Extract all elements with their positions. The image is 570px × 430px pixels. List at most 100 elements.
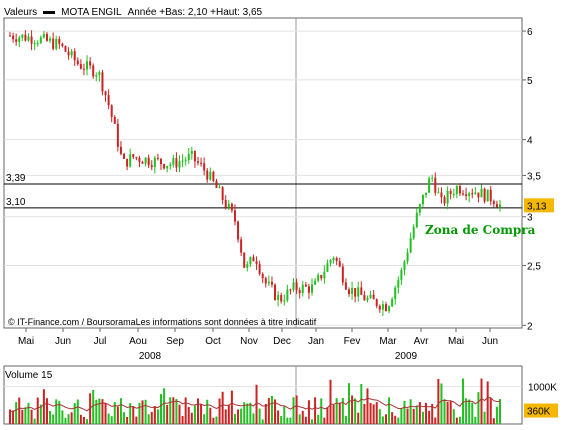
- candle-body: [471, 193, 474, 195]
- volume-bar: [187, 406, 190, 424]
- candle-body: [147, 157, 150, 166]
- candle-body: [344, 282, 347, 290]
- last-price-badge: 3,13: [524, 198, 554, 213]
- volume-bar: [138, 402, 141, 424]
- candle-body: [258, 264, 261, 274]
- volume-bar: [332, 404, 335, 424]
- volume-bar: [378, 409, 381, 424]
- time-axis: Mai Jun Jul Aou Sep Oct Nov Dec Jan Fev Mar Avr Mai J…: [18, 328, 498, 362]
- volume-bar: [320, 398, 323, 424]
- price-tick-label: 3: [527, 213, 533, 224]
- volume-bar: [366, 388, 369, 424]
- volume-bar: [141, 400, 144, 424]
- volume-bar: [286, 417, 289, 424]
- volume-bar: [237, 409, 240, 424]
- candle-body: [492, 201, 495, 205]
- volume-bar: [240, 408, 243, 424]
- copyright-notice: © IT-Finance.com / BoursoramaLes informa…: [8, 317, 317, 327]
- volume-bar: [178, 404, 181, 424]
- month-label: Mai: [18, 336, 34, 347]
- month-label: Jun: [55, 336, 71, 347]
- volume-bar: [443, 399, 446, 424]
- candle-body: [477, 192, 480, 198]
- volume-bar: [227, 404, 230, 424]
- volume-bar: [95, 399, 98, 424]
- candle-body: [30, 36, 33, 44]
- candle-body: [203, 163, 206, 171]
- volume-bar: [129, 403, 132, 424]
- volume-bar: [27, 402, 30, 424]
- candle-body: [437, 192, 440, 194]
- volume-bar: [190, 412, 193, 424]
- volume-bar: [354, 398, 357, 424]
- volume-bar: [218, 398, 221, 424]
- volume-bar: [388, 397, 391, 424]
- volume-bar: [135, 416, 138, 424]
- volume-last-label: 360K: [527, 407, 551, 418]
- candle-body: [347, 289, 350, 294]
- candle-body: [326, 263, 329, 272]
- volume-bar: [483, 411, 486, 424]
- candle-body: [184, 160, 187, 162]
- candle-body: [55, 38, 58, 49]
- reference-line-label: 3,10: [6, 197, 26, 208]
- volume-bar: [400, 408, 403, 424]
- candle-body: [95, 75, 98, 77]
- volume-bar: [304, 416, 307, 424]
- candle-body: [304, 284, 307, 287]
- volume-bar: [270, 395, 273, 424]
- volume-bar: [428, 410, 431, 424]
- candle-body: [172, 158, 175, 165]
- volume-bar: [193, 405, 196, 424]
- volume-bar: [492, 418, 495, 424]
- volume-bar: [418, 402, 421, 424]
- volume-bar: [172, 397, 175, 424]
- volume-bar: [67, 414, 70, 424]
- candle-body: [49, 38, 52, 41]
- candle-body: [79, 64, 82, 69]
- candle-body: [283, 300, 286, 302]
- candle-body: [86, 61, 89, 70]
- volume-bar: [403, 400, 406, 424]
- volume-bar: [301, 410, 304, 424]
- volume-bar: [203, 414, 206, 424]
- candle-body: [462, 193, 465, 195]
- volume-bar: [144, 399, 147, 424]
- volume-bar: [446, 401, 449, 424]
- volume-bar: [341, 398, 344, 424]
- volume-bar: [283, 406, 286, 424]
- candle-body: [449, 190, 452, 195]
- volume-bar: [326, 407, 329, 424]
- candle-body: [434, 177, 437, 193]
- volume-bar: [323, 417, 326, 424]
- candle-body: [233, 210, 236, 222]
- candle-body: [36, 42, 39, 44]
- month-label: Jun: [482, 336, 498, 347]
- candle-body: [9, 35, 11, 37]
- volume-bar: [58, 401, 61, 424]
- volume-bar: [317, 414, 320, 424]
- candle-body: [82, 68, 85, 70]
- month-label: Jan: [308, 336, 324, 347]
- volume-bar: [409, 399, 412, 424]
- volume-bar: [224, 409, 227, 424]
- month-label: Dec: [273, 336, 291, 347]
- candle-body: [338, 261, 341, 267]
- volume-bar: [70, 412, 73, 424]
- candle-body: [425, 192, 428, 195]
- volume-bar: [101, 399, 104, 424]
- candle-body: [255, 261, 258, 265]
- candle-body: [153, 157, 156, 168]
- volume-bar: [24, 407, 27, 424]
- candle-body: [329, 260, 332, 264]
- candle-body: [295, 282, 298, 291]
- volume-bar: [258, 408, 261, 424]
- candle-body: [495, 204, 498, 208]
- candle-body: [163, 164, 166, 169]
- candle-body: [150, 165, 153, 168]
- candle-body: [332, 257, 335, 261]
- volume-bar: [372, 404, 375, 424]
- volume-bar: [206, 399, 209, 424]
- candle-body: [403, 261, 406, 271]
- month-label: Aou: [129, 336, 147, 347]
